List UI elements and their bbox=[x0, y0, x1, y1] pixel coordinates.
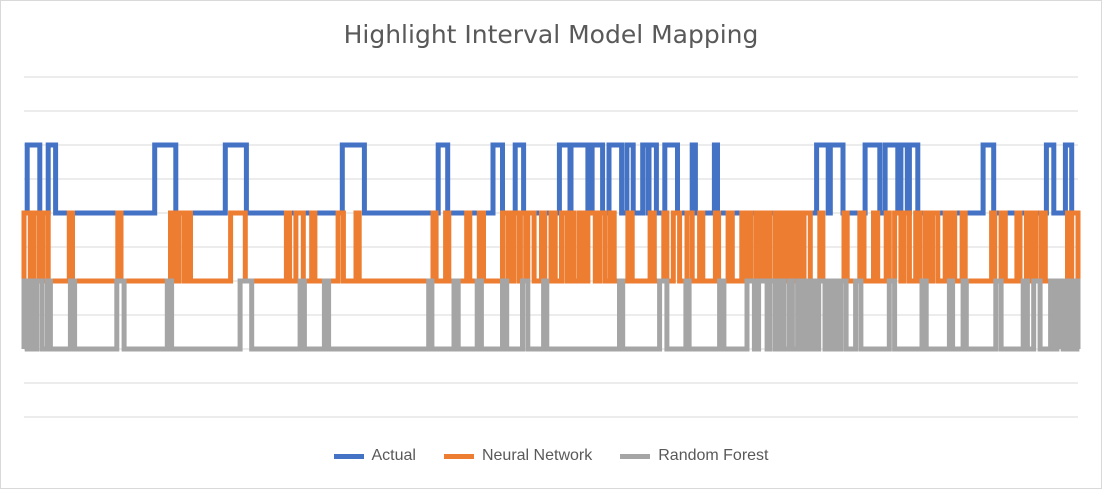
legend-swatch-actual bbox=[333, 453, 364, 459]
legend-swatch-random-forest bbox=[620, 453, 651, 459]
legend-label-actual: Actual bbox=[371, 447, 416, 464]
legend-swatch-neural-network bbox=[443, 453, 474, 459]
series-line-random-forest bbox=[21, 278, 1081, 352]
legend-item-neural-network[interactable]: Neural Network bbox=[443, 447, 593, 465]
legend-label-random-forest: Random Forest bbox=[658, 447, 769, 464]
series-line-actual bbox=[24, 142, 1078, 216]
legend-item-random-forest[interactable]: Random Forest bbox=[620, 447, 769, 465]
legend-item-actual[interactable]: Actual bbox=[333, 447, 416, 465]
chart-title: Highlight Interval Model Mapping bbox=[343, 20, 759, 49]
series-line-neural-network bbox=[21, 210, 1081, 284]
legend-label-neural-network: Neural Network bbox=[481, 447, 593, 464]
legend: Actual Neural Network Random Forest bbox=[0, 447, 1102, 465]
